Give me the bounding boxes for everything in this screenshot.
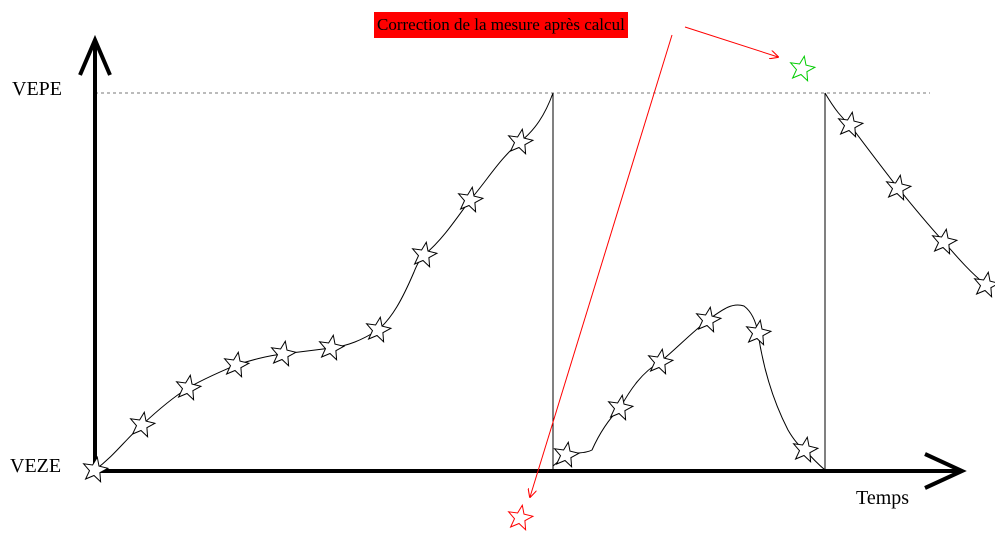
measure-point-star-icon bbox=[270, 339, 298, 367]
y-axis-bottom-label: VEZE bbox=[10, 455, 62, 477]
measure-curve-segment-2 bbox=[552, 304, 826, 471]
measure-point-star-icon bbox=[223, 350, 251, 378]
measure-point-star-icon bbox=[175, 373, 203, 401]
x-axis-arrowhead bbox=[924, 452, 967, 490]
measure-point-star-icon bbox=[365, 315, 393, 343]
measure-point-star-icon bbox=[837, 110, 865, 138]
corrected-measure-star-icon bbox=[507, 503, 535, 531]
annotation-arrow-to-high-star bbox=[684, 26, 778, 57]
measure-point-star-icon bbox=[457, 185, 485, 213]
measure-point-star-icon bbox=[792, 435, 820, 463]
measure-point-star-icon bbox=[745, 318, 773, 346]
y-axis-top-label: VEPE bbox=[12, 78, 62, 100]
x-axis-label: Temps bbox=[856, 487, 910, 509]
measure-point-star-icon bbox=[411, 240, 439, 268]
measure-point-star-icon bbox=[507, 127, 535, 155]
measure-curve-segment-1 bbox=[94, 92, 554, 471]
corrected-measure-star-icon bbox=[789, 54, 817, 82]
measure-point-star-icon bbox=[973, 270, 995, 298]
measure-point-star-icon bbox=[82, 455, 110, 483]
measure-point-star-icon bbox=[607, 393, 635, 421]
measure-point-star-icon bbox=[129, 410, 157, 438]
measure-point-star-icon bbox=[695, 305, 723, 333]
measure-point-star-icon bbox=[318, 333, 346, 361]
y-axis-arrowhead bbox=[78, 34, 112, 76]
measure-point-star-icon bbox=[931, 227, 959, 255]
measure-point-star-icon bbox=[885, 173, 913, 201]
measure-point-star-icon bbox=[647, 347, 675, 375]
annotation-label: Correction de la mesure après calcul bbox=[374, 12, 628, 38]
annotation-arrow-to-low-star bbox=[530, 34, 673, 497]
measure-point-star-icon bbox=[553, 440, 581, 468]
